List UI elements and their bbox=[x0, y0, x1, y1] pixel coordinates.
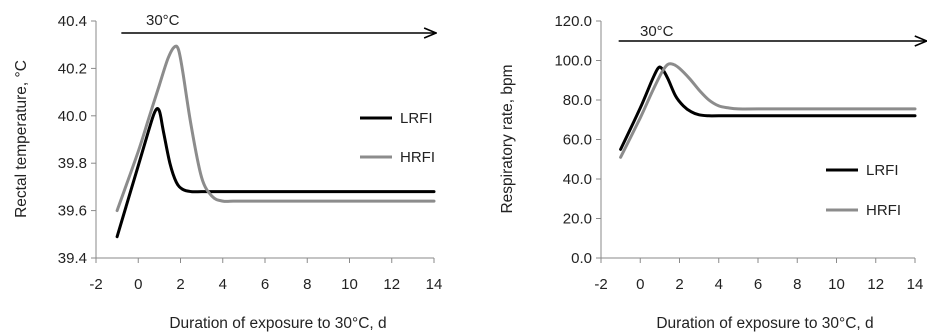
respiratory-rate-x-tick-label: 8 bbox=[793, 276, 801, 293]
respiratory-rate-y-tick-label: 20.0 bbox=[563, 211, 592, 228]
respiratory-rate-legend: LRFI HRFI bbox=[826, 162, 901, 219]
respiratory-rate-y-tick-label: 100.0 bbox=[554, 53, 592, 70]
legend-label-hrfi: HRFI bbox=[866, 202, 901, 219]
legend-label-hrfi: HRFI bbox=[400, 149, 435, 166]
respiratory-rate-chart: 0.0 20.0 40.0 60.0 80.0 100.0 120.0 -2 0 2 4 6 8 10 12… bbox=[499, 13, 927, 332]
respiratory-rate-x-tick-label: 6 bbox=[754, 276, 762, 293]
rectal-temperature-x-tick-label: 10 bbox=[341, 276, 358, 293]
rectal-temperature-x-tick-label: 8 bbox=[303, 276, 311, 293]
respiratory-rate-plot-area: 0.0 20.0 40.0 60.0 80.0 100.0 120.0 -2 0 2 4 6 8 10 12… bbox=[554, 13, 926, 293]
respiratory-rate-30c-label: 30°C bbox=[640, 23, 674, 40]
rectal-temperature-y-tick-label: 39.8 bbox=[58, 155, 87, 172]
rectal-temperature-y-tick-label: 39.6 bbox=[58, 203, 87, 220]
respiratory-rate-y-tick-label: 0.0 bbox=[571, 250, 592, 267]
rectal-temperature-plot-area: 39.4 39.6 39.8 40.0 40.2 40.4 -2 0 2 4 6 8 10 12 14 bbox=[58, 13, 443, 293]
rectal-temperature-chart: 39.4 39.6 39.8 40.0 40.2 40.4 -2 0 2 4 6 8 10 12 14 Du… bbox=[13, 12, 442, 332]
respiratory-rate-x-tick-label: 14 bbox=[907, 276, 924, 293]
rectal-temperature-y-tick-label: 39.4 bbox=[58, 250, 87, 267]
respiratory-rate-y-tick-label: 60.0 bbox=[563, 132, 592, 149]
rectal-temperature-y-tick-label: 40.2 bbox=[58, 60, 87, 77]
respiratory-rate-series-hrfi bbox=[619, 62, 917, 159]
rectal-temperature-x-tick-label: 12 bbox=[383, 276, 400, 293]
respiratory-rate-y-tick-label: 120.0 bbox=[554, 13, 592, 30]
rectal-temperature-y-tick-label: 40.0 bbox=[58, 108, 87, 125]
rectal-temperature-series-hrfi bbox=[115, 44, 436, 213]
rectal-temperature-30c-label: 30°C bbox=[146, 12, 180, 29]
rectal-temperature-x-tick-label: 2 bbox=[176, 276, 184, 293]
rectal-temperature-y-tick-label: 40.4 bbox=[58, 13, 87, 30]
rectal-temperature-x-tick-label: 6 bbox=[261, 276, 269, 293]
respiratory-rate-x-tick-label: 10 bbox=[828, 276, 845, 293]
respiratory-rate-x-tick-label: 4 bbox=[715, 276, 723, 293]
rectal-temperature-x-axis-title: Duration of exposure to 30°C, d bbox=[169, 315, 386, 332]
respiratory-rate-x-tick-label: 12 bbox=[867, 276, 884, 293]
rectal-temperature-x-tick-label: 14 bbox=[426, 276, 443, 293]
respiratory-rate-x-tick-label: -2 bbox=[594, 276, 607, 293]
legend-label-lrfi: LRFI bbox=[400, 110, 433, 127]
respiratory-rate-x-axis-title: Duration of exposure to 30°C, d bbox=[656, 315, 873, 332]
rectal-temperature-series-lrfi bbox=[115, 107, 436, 239]
respiratory-rate-y-axis-title: Respiratory rate, bpm bbox=[499, 64, 516, 213]
respiratory-rate-x-tick-label: 0 bbox=[636, 276, 644, 293]
respiratory-rate-series-lrfi bbox=[619, 65, 917, 151]
legend-label-lrfi: LRFI bbox=[866, 162, 899, 179]
rectal-temperature-x-tick-label: 0 bbox=[134, 276, 142, 293]
rectal-temperature-x-tick-label: 4 bbox=[219, 276, 227, 293]
respiratory-rate-y-tick-label: 80.0 bbox=[563, 92, 592, 109]
rectal-temperature-y-axis-title: Rectal temperature, °C bbox=[13, 60, 30, 218]
respiratory-rate-x-tick-label: 2 bbox=[675, 276, 683, 293]
respiratory-rate-y-tick-label: 40.0 bbox=[563, 171, 592, 188]
rectal-temperature-legend: LRFI HRFI bbox=[360, 110, 435, 166]
rectal-temperature-x-tick-label: -2 bbox=[89, 276, 102, 293]
